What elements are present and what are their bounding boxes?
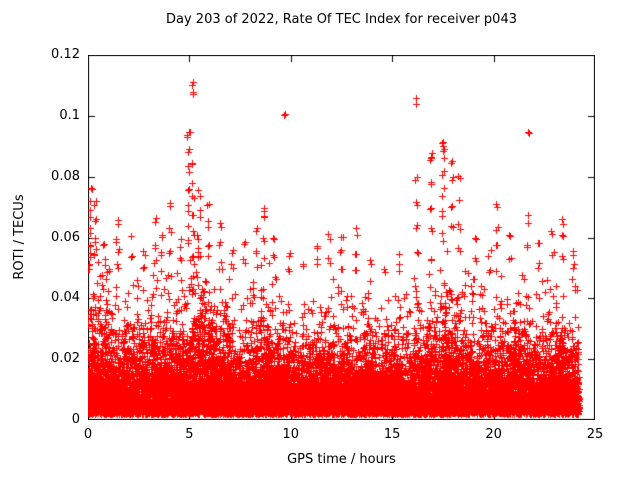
x-tick-label: 10 — [282, 427, 300, 442]
chart-title: Day 203 of 2022, Rate Of TEC Index for r… — [166, 12, 517, 27]
x-tick-label: 25 — [586, 427, 604, 442]
x-tick-label: 0 — [83, 427, 93, 442]
y-tick-label: 0.08 — [51, 168, 80, 184]
x-tick-label: 15 — [383, 427, 401, 442]
x-tick-label: 20 — [485, 427, 502, 442]
y-tick-label: 0.06 — [51, 229, 80, 245]
y-tick-label: 0 — [71, 412, 80, 427]
y-tick-label: 0.04 — [51, 290, 80, 306]
plot-canvas — [88, 55, 595, 420]
y-tick-label: 0.02 — [51, 351, 80, 367]
y-tick-label: 0.1 — [59, 107, 80, 123]
x-axis-label: GPS time / hours — [287, 452, 396, 467]
y-tick-label: 0.12 — [51, 47, 80, 62]
x-tick-label: 5 — [185, 427, 194, 442]
